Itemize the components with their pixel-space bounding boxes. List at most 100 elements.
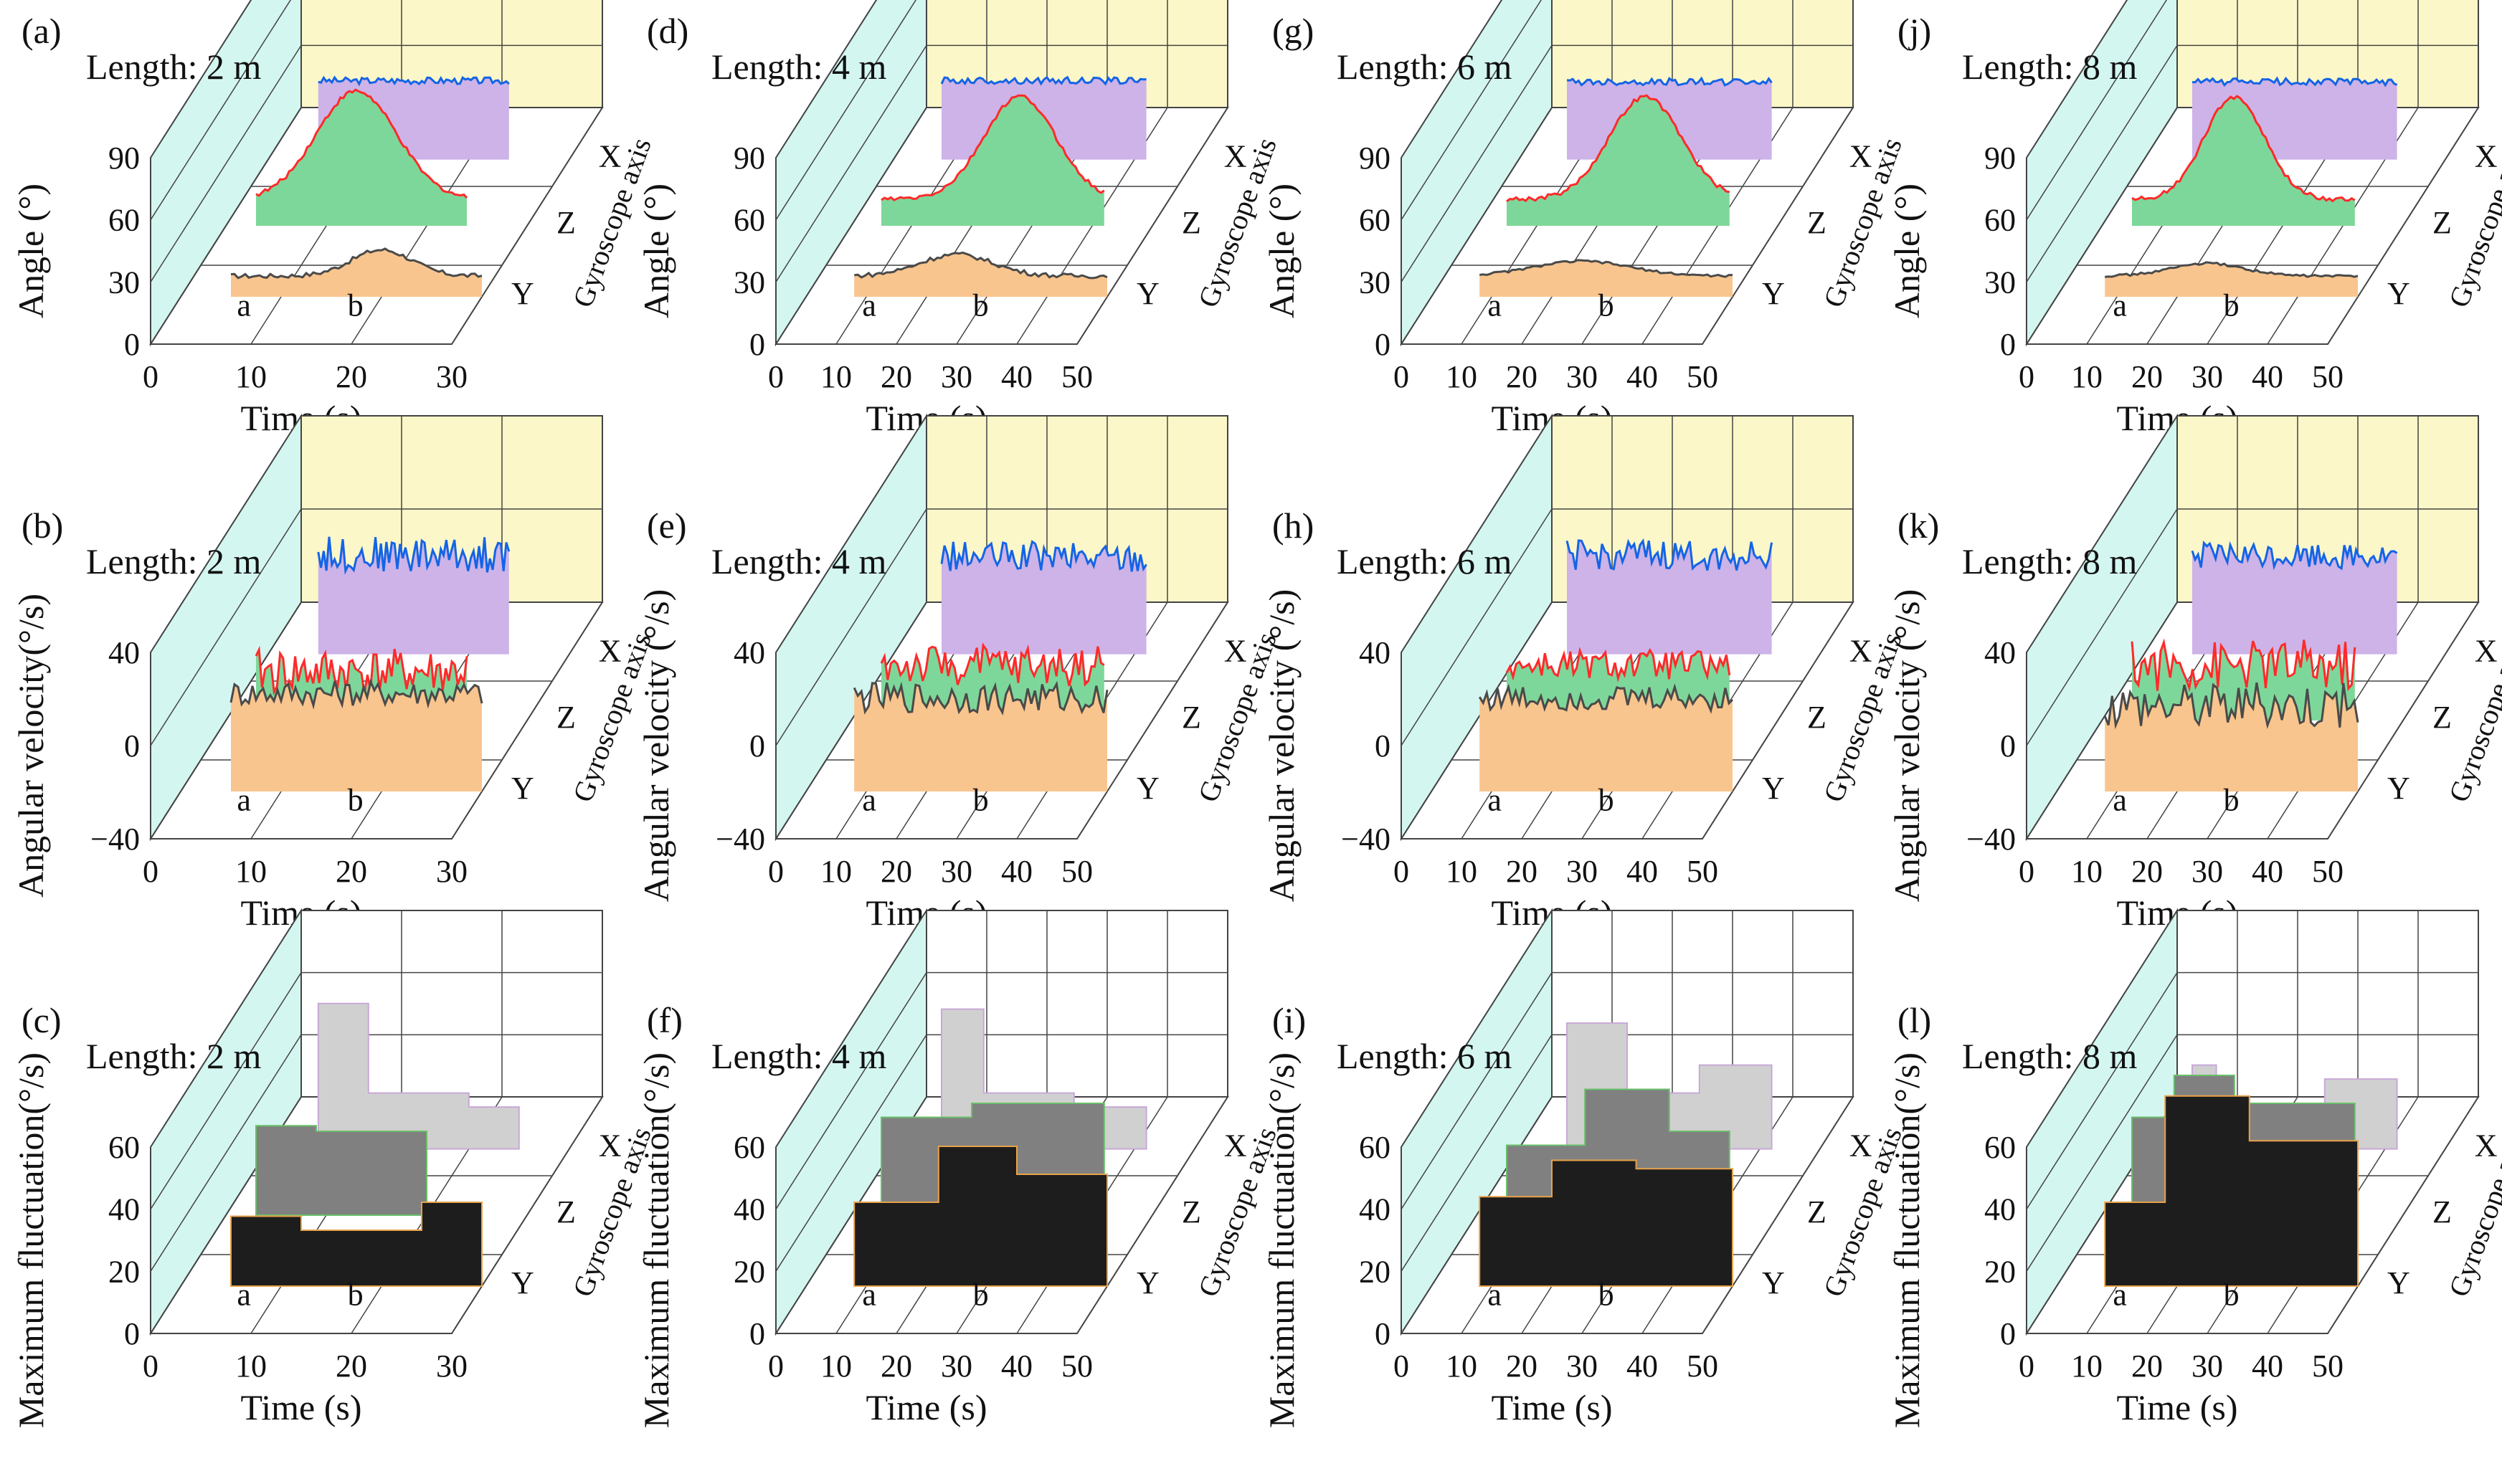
x-tick-label: 10 [235, 854, 267, 889]
x-tick-label: 30 [941, 359, 972, 394]
gridline-y [1401, 0, 1502, 158]
y-tick-label: −40 [1341, 822, 1390, 857]
gridline-y [150, 44, 602, 282]
marker-b: b [348, 287, 364, 323]
x-tick-label: 0 [143, 854, 158, 889]
x-tick-label: 20 [336, 854, 367, 889]
y-tick-label: 60 [108, 203, 140, 238]
marker-b: b [1598, 782, 1614, 817]
gridline-y [1401, 1034, 1853, 1272]
series-X-area [318, 536, 509, 655]
y-tick-label: 90 [734, 141, 765, 176]
x-axis-title: Time (s) [2116, 1387, 2237, 1427]
z-cat-Y: Y [1137, 276, 1160, 311]
x-tick-label: 10 [2071, 854, 2103, 889]
y-tick-label: −40 [1966, 822, 2016, 857]
y-tick-label: 30 [1359, 265, 1390, 300]
gridline-y [775, 1034, 1228, 1272]
y-tick-label: 0 [749, 728, 765, 764]
x-tick-label: 30 [1566, 1349, 1598, 1384]
x-tick-label: 40 [1001, 854, 1033, 889]
series-X-line [940, 75, 1147, 86]
y-tick-label: 60 [734, 203, 765, 238]
marker-a: a [862, 287, 876, 323]
series-Z-line [1506, 94, 1730, 203]
series-X-step [317, 1002, 520, 1150]
y-axis-title: Angle (°) [636, 184, 676, 318]
series-Z-line [255, 88, 468, 199]
gridline-y [2026, 1034, 2478, 1272]
x-tick-label: 50 [1061, 359, 1093, 394]
y-tick-label: 20 [1359, 1254, 1390, 1289]
gridline-y [2026, 415, 2478, 653]
gridline-y [150, 1034, 602, 1272]
series-X-line [1565, 538, 1773, 571]
marker-b: b [973, 782, 989, 817]
gridline-y [1401, 44, 1853, 282]
x-tick-label: 50 [1687, 854, 1718, 889]
x-tick-label: 30 [941, 1349, 972, 1384]
panel-title: Length: 6 m [1337, 1036, 1512, 1076]
x-tick-label: 20 [1506, 854, 1537, 889]
x-tick-label: 50 [1061, 854, 1093, 889]
y-axis-title: Angular velocity (°/s) [1887, 589, 1927, 903]
panel-title: Length: 4 m [711, 541, 887, 581]
y-tick-label: 0 [124, 1316, 140, 1351]
panel-f: (f) Length: 4 m 0 20 40 60 0 10 20 30 40 50 a b XZ Y Tim… [636, 908, 1283, 1428]
y-tick-label: 90 [108, 141, 140, 176]
x-tick-label: 50 [2312, 1349, 2344, 1384]
marker-b: b [348, 1277, 364, 1312]
marker-b: b [973, 287, 989, 323]
marker-a: a [237, 287, 251, 323]
x-tick-label: 20 [2131, 854, 2163, 889]
series-X-line [2191, 540, 2398, 571]
y-tick-label: 40 [734, 1192, 765, 1227]
gridline-y [1401, 415, 1853, 653]
y-axis-title: Angular velocity(°/s) [11, 594, 51, 898]
x-tick-label: 0 [2019, 854, 2034, 889]
z-cat-Y: Y [2387, 276, 2410, 311]
x-tick-label: 10 [2071, 359, 2103, 394]
x-tick-label: 0 [2019, 359, 2034, 394]
y-axis-title: Maximum fluctuation(°/s) [636, 1052, 676, 1428]
marker-a: a [237, 782, 251, 817]
z-cat-X: X [1224, 634, 1247, 669]
series-Y-area [231, 248, 482, 297]
z-cat-Z: Z [1807, 700, 1826, 735]
series-X-area [2192, 543, 2397, 655]
panel-label: (a) [22, 11, 62, 51]
gridline-y [150, 910, 602, 1148]
gridline-y [1401, 910, 1853, 1148]
z-cat-Y: Y [1762, 276, 1785, 311]
gridline-y [775, 910, 1228, 1148]
y-tick-label: 0 [124, 327, 140, 362]
series-X-area [942, 541, 1147, 655]
panel-c: (c) Length: 2 m 0 20 40 60 0 10 20 30 a b XZ Y Time (s… [11, 908, 658, 1428]
x-tick-label: 0 [143, 1349, 158, 1384]
y-tick-label: 60 [1359, 1130, 1390, 1165]
y-axis-title: Maximum fluctuation(°/s) [1887, 1052, 1927, 1428]
y-tick-label: 40 [734, 635, 765, 670]
z-cat-Y: Y [1137, 1265, 1160, 1300]
x-tick-label: 40 [1001, 1349, 1033, 1384]
panel-label: (g) [1272, 11, 1314, 51]
gridline-y [775, 415, 1228, 653]
marker-a: a [862, 1277, 876, 1312]
series-X-line [318, 75, 510, 87]
x-tick-label: 0 [768, 1349, 784, 1384]
y-tick-label: 60 [108, 1130, 140, 1165]
y-tick-label: 0 [1375, 728, 1390, 764]
y-tick-label: 0 [124, 728, 140, 764]
y-tick-label: 0 [1375, 1316, 1390, 1351]
series-X-line [940, 540, 1147, 572]
x-tick-label: 0 [1393, 1349, 1409, 1384]
y-axis-title: Angular velocity (°/s) [636, 589, 676, 903]
x-tick-label: 20 [1506, 359, 1537, 394]
x-tick-label: 30 [436, 854, 468, 889]
y-tick-label: 20 [734, 1254, 765, 1289]
z-cat-Y: Y [1762, 771, 1785, 806]
